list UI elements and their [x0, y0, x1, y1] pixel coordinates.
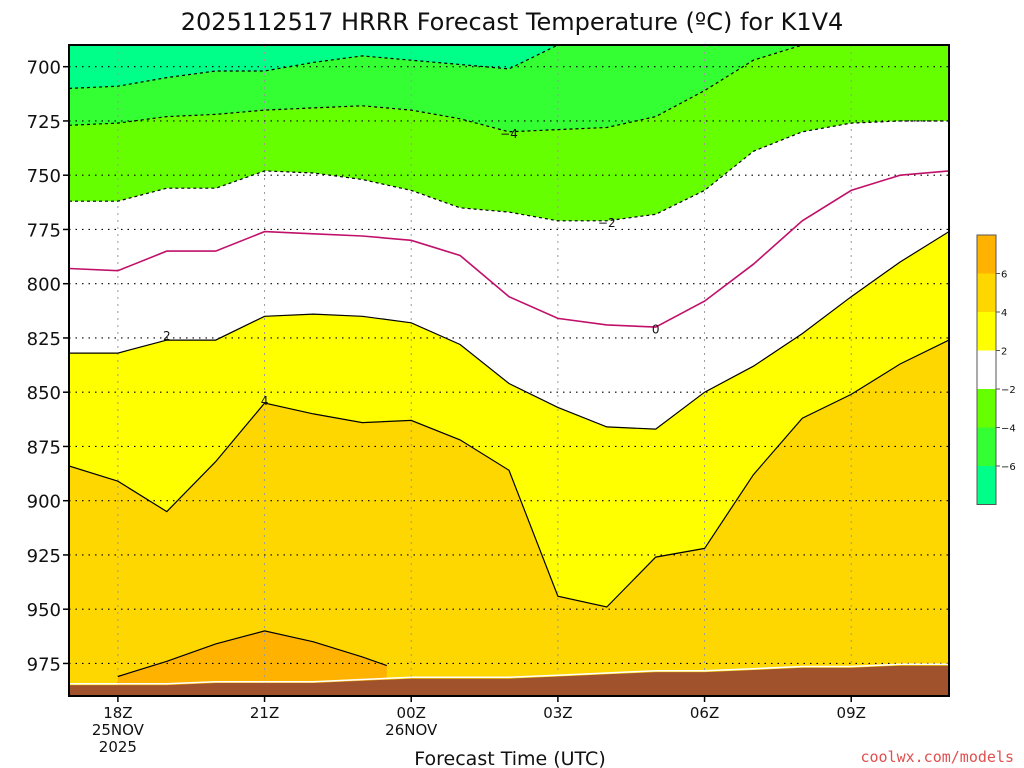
y-tick-label: 725 [27, 112, 61, 133]
y-tick-label: 825 [27, 329, 61, 350]
contour-line [69, 231, 949, 430]
contour-line [117, 630, 388, 678]
terrain-ground [69, 665, 949, 696]
x-tick-label: 03Z [543, 704, 572, 722]
x-tick-label: 2025 [99, 738, 137, 756]
contour-label: 2 [163, 329, 171, 343]
y-axis: 700 725 750 775 800 825 850 875 900 925 950 975 [27, 58, 69, 675]
fill-band-plus4-plus6 [69, 340, 949, 696]
y-tick-label: 925 [27, 546, 61, 567]
x-tick-label: 26NOV [385, 721, 438, 739]
colorbar-label: 6 [1001, 270, 1007, 281]
colorbar-swatch [977, 466, 996, 505]
terrain-edge [69, 663, 949, 685]
colorbar-label: 4 [1001, 308, 1007, 319]
x-tick-label: 21Z [250, 704, 279, 722]
colorbar: −6 −4 −2 2 4 6 [976, 234, 1016, 505]
colorbar-label: −2 [1001, 385, 1016, 396]
x-axis-label: Forecast Time (UTC) [414, 748, 605, 768]
colorbar-swatch [977, 235, 996, 274]
y-tick-label: 800 [27, 275, 61, 296]
colorbar-swatch [977, 312, 996, 351]
contour-label: −4 [500, 127, 518, 141]
y-tick-label: 900 [27, 492, 61, 513]
colorbar-swatch [977, 389, 996, 428]
x-tick-label: 18Z [103, 704, 132, 722]
x-tick-label: 06Z [690, 704, 719, 722]
x-tick-label: 09Z [837, 704, 866, 722]
contour-label: 4 [261, 394, 269, 408]
colorbar-label: 2 [1001, 347, 1007, 358]
y-tick-label: 750 [27, 166, 61, 187]
colorbar-label: −4 [1001, 424, 1016, 435]
y-tick-label: 775 [27, 220, 61, 241]
plot-frame [68, 44, 950, 697]
fill-band-above-plus6 [117, 630, 387, 686]
y-tick-label: 700 [27, 58, 61, 79]
contour-line [69, 170, 949, 328]
colorbar-frame [976, 234, 997, 505]
contour-label: 0 [652, 322, 660, 336]
contour-line [69, 339, 949, 608]
contour-fill-layer [69, 45, 949, 696]
colorbar-label: −6 [1001, 462, 1016, 473]
colorbar-swatch [977, 350, 996, 389]
chart-title: 2025112517 HRRR Forecast Temperature (ºC… [181, 8, 844, 36]
contour-label: −2 [598, 216, 616, 230]
credit-link[interactable]: coolwx.com/models [860, 748, 1014, 766]
x-tick-label: 00Z [397, 704, 426, 722]
y-tick-label: 850 [27, 383, 61, 404]
contour-line-layer [69, 45, 949, 678]
y-tick-label: 875 [27, 437, 61, 458]
colorbar-swatch [977, 427, 996, 466]
x-tick-label: 25NOV [92, 721, 145, 739]
colorbar-swatch [977, 273, 996, 312]
terrain-layer [69, 663, 949, 696]
y-tick-label: 950 [27, 600, 61, 621]
y-tick-label: 975 [27, 654, 61, 675]
contour-label-layer: −4 −2 0 2 4 [163, 127, 660, 408]
